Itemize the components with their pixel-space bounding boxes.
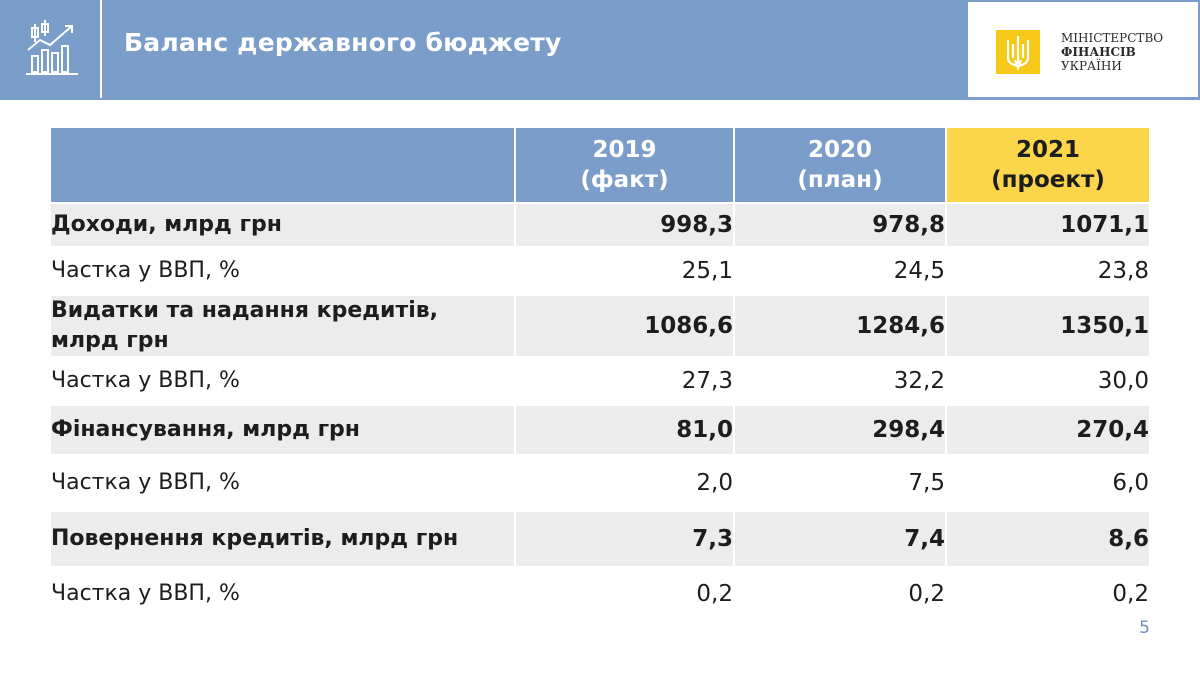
logo-line-1: МІНІСТЕРСТВО bbox=[1061, 31, 1164, 45]
row-label: Частка у ВВП, % bbox=[51, 470, 240, 495]
column-header-2020: 2020 (план) bbox=[735, 128, 945, 202]
table-row: Повернення кредитів, млрд грн 7,3 7,4 8,… bbox=[51, 512, 1149, 566]
cell-value: 0,2 bbox=[696, 581, 733, 607]
cell-value: 23,8 bbox=[1097, 258, 1149, 284]
cell-value: 25,1 bbox=[681, 258, 733, 284]
cell-value: 7,3 bbox=[692, 526, 733, 552]
cell-value: 2,0 bbox=[696, 470, 733, 496]
cell-value: 81,0 bbox=[676, 417, 733, 443]
row-label: Частка у ВВП, % bbox=[51, 581, 240, 606]
column-header-2019: 2019 (факт) bbox=[516, 128, 733, 202]
row-label: Видатки та надання кредитів, млрд грн bbox=[51, 296, 513, 356]
cell-value: 8,6 bbox=[1108, 526, 1149, 552]
cell-value: 32,2 bbox=[893, 368, 945, 394]
column-note: (проект) bbox=[991, 167, 1105, 193]
chart-growth-icon bbox=[26, 20, 78, 75]
table-row: Видатки та надання кредитів, млрд грн 10… bbox=[51, 296, 1149, 356]
cell-value: 298,4 bbox=[872, 417, 945, 443]
row-label: Доходи, млрд грн bbox=[51, 212, 282, 237]
column-year: 2021 bbox=[1015, 137, 1080, 163]
page-number: 5 bbox=[1139, 618, 1150, 638]
cell-value: 6,0 bbox=[1112, 470, 1149, 496]
table-row: Частка у ВВП, % 25,1 24,5 23,8 bbox=[51, 248, 1149, 294]
logo-line-2: ФІНАНСІВ bbox=[1061, 45, 1136, 59]
header-icon-box bbox=[0, 0, 102, 98]
ministry-logo: МІНІСТЕРСТВО ФІНАНСІВ УКРАЇНИ bbox=[968, 2, 1198, 97]
table-row: Фінансування, млрд грн 81,0 298,4 270,4 bbox=[51, 406, 1149, 454]
cell-value: 1071,1 bbox=[1060, 212, 1149, 238]
column-year: 2020 bbox=[807, 137, 872, 163]
table-row: Частка у ВВП, % 2,0 7,5 6,0 bbox=[51, 456, 1149, 510]
cell-value: 1086,6 bbox=[644, 313, 733, 339]
cell-value: 7,4 bbox=[904, 526, 945, 552]
page-title: Баланс державного бюджету bbox=[124, 28, 562, 57]
table-header-row: 2019 (факт) 2020 (план) 2021 (проект) bbox=[51, 128, 1149, 202]
table-row: Частка у ВВП, % 27,3 32,2 30,0 bbox=[51, 358, 1149, 404]
cell-value: 998,3 bbox=[660, 212, 733, 238]
cell-value: 0,2 bbox=[908, 581, 945, 607]
cell-value: 24,5 bbox=[893, 258, 945, 284]
cell-value: 978,8 bbox=[872, 212, 945, 238]
column-note: (факт) bbox=[580, 167, 669, 193]
cell-value: 1350,1 bbox=[1060, 313, 1149, 339]
trident-emblem-icon bbox=[996, 30, 1040, 74]
column-header-2021: 2021 (проект) bbox=[947, 128, 1149, 202]
cell-value: 0,2 bbox=[1112, 581, 1149, 607]
logo-line-3: УКРАЇНИ bbox=[1061, 59, 1122, 73]
table-row: Доходи, млрд грн 998,3 978,8 1071,1 bbox=[51, 204, 1149, 246]
column-note: (план) bbox=[797, 167, 883, 193]
column-year: 2019 bbox=[592, 137, 657, 163]
table-row: Частка у ВВП, % 0,2 0,2 0,2 bbox=[51, 568, 1149, 620]
cell-value: 30,0 bbox=[1097, 368, 1149, 394]
row-label: Повернення кредитів, млрд грн bbox=[51, 526, 459, 551]
cell-value: 270,4 bbox=[1076, 417, 1149, 443]
row-label: Частка у ВВП, % bbox=[51, 258, 240, 283]
row-label: Частка у ВВП, % bbox=[51, 368, 240, 393]
row-label-line-1: Видатки та надання кредитів, bbox=[51, 298, 439, 323]
row-label: Фінансування, млрд грн bbox=[51, 417, 361, 442]
cell-value: 27,3 bbox=[681, 368, 733, 394]
logo-text: МІНІСТЕРСТВО ФІНАНСІВ УКРАЇНИ bbox=[1061, 31, 1163, 73]
cell-value: 7,5 bbox=[908, 470, 945, 496]
header-bar: Баланс державного бюджету МІНІСТЕРСТВО Ф… bbox=[0, 0, 1200, 100]
cell-value: 1284,6 bbox=[856, 313, 945, 339]
row-label-line-2: млрд грн bbox=[51, 328, 169, 353]
